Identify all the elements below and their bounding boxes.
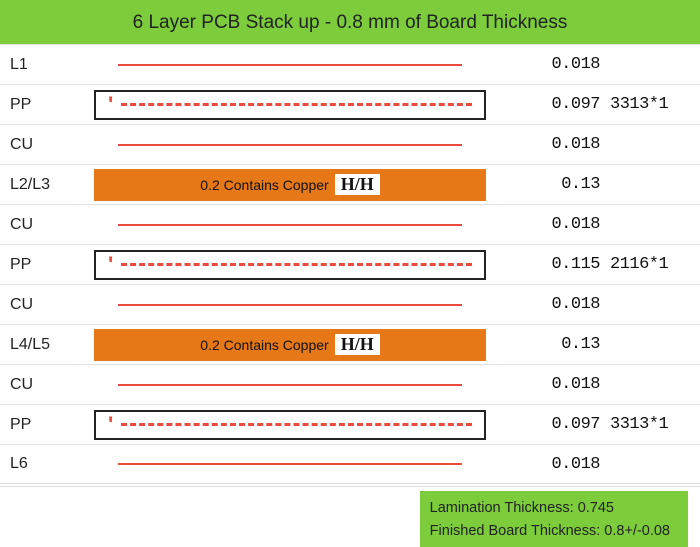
core-text: 0.2 Contains Copper bbox=[200, 337, 328, 353]
thickness-value: 0.018 bbox=[490, 215, 608, 234]
layer-graphic: ' bbox=[90, 410, 490, 440]
stack-row-cu2: CU 0.018 bbox=[0, 204, 700, 244]
copper-line bbox=[118, 384, 462, 386]
pp-dash-line bbox=[121, 423, 472, 426]
copper-line bbox=[118, 463, 462, 465]
thickness-value: 0.13 bbox=[490, 175, 608, 194]
thickness-value: 0.018 bbox=[490, 55, 608, 74]
copper-line bbox=[118, 224, 462, 226]
layer-graphic: 0.2 Contains Copper H/H bbox=[90, 329, 490, 361]
layer-label: L2/L3 bbox=[0, 176, 90, 194]
prepreg-box: ' bbox=[94, 410, 486, 440]
thickness-value: 0.018 bbox=[490, 455, 608, 474]
layer-graphic bbox=[90, 64, 490, 66]
thickness-value: 0.097 bbox=[490, 415, 608, 434]
core-box: 0.2 Contains Copper H/H bbox=[94, 169, 486, 201]
layer-graphic: ' bbox=[90, 90, 490, 120]
layer-label: L6 bbox=[0, 455, 90, 473]
layer-graphic: 0.2 Contains Copper H/H bbox=[90, 169, 490, 201]
core-hh-badge: H/H bbox=[335, 334, 380, 355]
layer-graphic bbox=[90, 304, 490, 306]
stack-row-l1: L1 0.018 bbox=[0, 44, 700, 84]
thickness-value: 0.018 bbox=[490, 295, 608, 314]
layer-label: PP bbox=[0, 416, 90, 434]
thickness-value: 0.018 bbox=[490, 135, 608, 154]
layer-label: L1 bbox=[0, 56, 90, 74]
stack-row-pp2: PP'0.1152116*1 bbox=[0, 244, 700, 284]
thickness-value: 0.13 bbox=[490, 335, 608, 354]
copper-line bbox=[118, 144, 462, 146]
layer-label: CU bbox=[0, 216, 90, 234]
layer-label: CU bbox=[0, 376, 90, 394]
copper-line bbox=[118, 304, 462, 306]
thickness-value: 0.097 bbox=[490, 95, 608, 114]
header-title: 6 Layer PCB Stack up - 0.8 mm of Board T… bbox=[133, 12, 568, 33]
layer-graphic bbox=[90, 144, 490, 146]
prepreg-box: ' bbox=[94, 90, 486, 120]
thickness-value: 0.018 bbox=[490, 375, 608, 394]
layer-label: PP bbox=[0, 96, 90, 114]
stack-row-cu4: CU 0.018 bbox=[0, 364, 700, 404]
stack-row-core1: L2/L3 0.2 Contains Copper H/H 0.13 bbox=[0, 164, 700, 204]
layer-label: CU bbox=[0, 136, 90, 154]
footer-summary-box: Lamination Thickness: 0.745 Finished Boa… bbox=[420, 491, 688, 547]
layer-graphic bbox=[90, 463, 490, 465]
stack-row-pp1: PP'0.0973313*1 bbox=[0, 84, 700, 124]
finished-thickness-line: Finished Board Thickness: 0.8+/-0.08 bbox=[430, 520, 670, 543]
layer-graphic: ' bbox=[90, 250, 490, 280]
stack-row-cu1: CU 0.018 bbox=[0, 124, 700, 164]
footer-area: Lamination Thickness: 0.745 Finished Boa… bbox=[0, 486, 700, 487]
pp-dash-line bbox=[121, 103, 472, 106]
prepreg-box: ' bbox=[94, 250, 486, 280]
header-bar: 6 Layer PCB Stack up - 0.8 mm of Board T… bbox=[0, 0, 700, 44]
spec-value: 2116*1 bbox=[608, 255, 700, 274]
core-box: 0.2 Contains Copper H/H bbox=[94, 329, 486, 361]
core-text: 0.2 Contains Copper bbox=[200, 177, 328, 193]
layer-graphic bbox=[90, 384, 490, 386]
lamination-thickness-line: Lamination Thickness: 0.745 bbox=[430, 497, 670, 520]
spec-value: 3313*1 bbox=[608, 415, 700, 434]
pp-dash-line bbox=[121, 263, 472, 266]
stack-row-pp3: PP'0.0973313*1 bbox=[0, 404, 700, 444]
core-hh-badge: H/H bbox=[335, 174, 380, 195]
stack-row-l6: L6 0.018 bbox=[0, 444, 700, 484]
stack-row-cu3: CU 0.018 bbox=[0, 284, 700, 324]
layer-label: CU bbox=[0, 296, 90, 314]
layer-label: PP bbox=[0, 256, 90, 274]
stack-row-core2: L4/L5 0.2 Contains Copper H/H 0.13 bbox=[0, 324, 700, 364]
layer-graphic bbox=[90, 224, 490, 226]
spec-value: 3313*1 bbox=[608, 95, 700, 114]
stackup-table: L10.018PP'0.0973313*1CU0.018L2/L30.2 Con… bbox=[0, 44, 700, 484]
thickness-value: 0.115 bbox=[490, 255, 608, 274]
copper-line bbox=[118, 64, 462, 66]
layer-label: L4/L5 bbox=[0, 336, 90, 354]
